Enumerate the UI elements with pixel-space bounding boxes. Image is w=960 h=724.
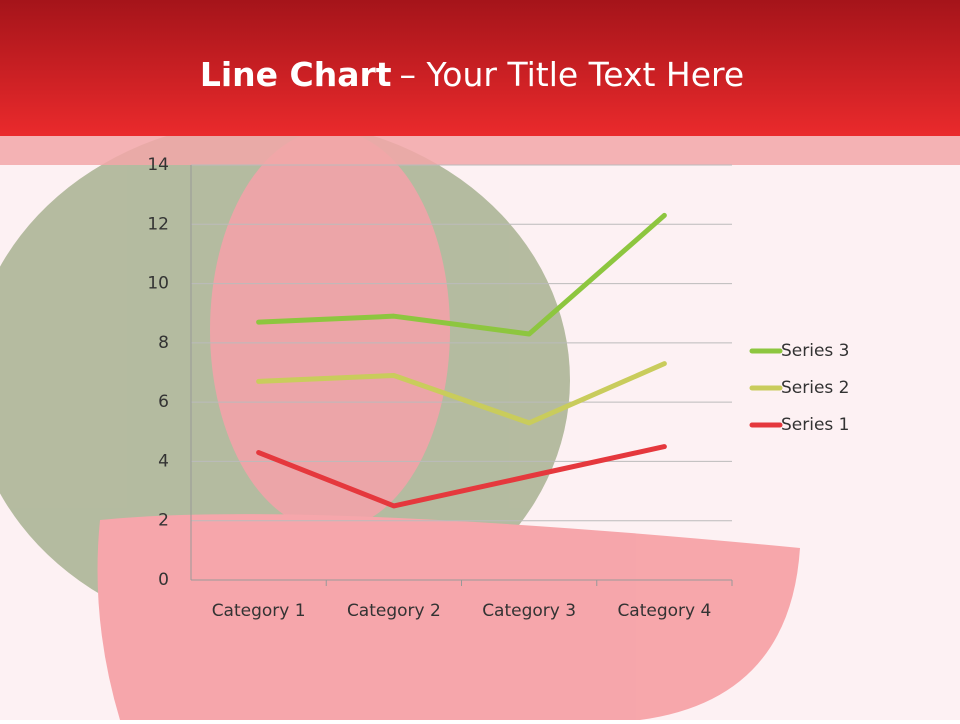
legend-label: Series 2 — [781, 378, 850, 398]
y-tick-label: 0 — [158, 570, 169, 590]
x-tick-label: Category 3 — [482, 601, 576, 621]
x-tick-label: Category 4 — [617, 601, 711, 621]
legend-label: Series 3 — [781, 341, 850, 361]
y-tick-label: 8 — [158, 333, 169, 353]
series-line — [256, 212, 667, 337]
y-tick-label: 14 — [147, 155, 169, 175]
series-line — [256, 444, 667, 509]
slide-title: Line Chart – Your Title Text Here — [200, 55, 744, 94]
x-tick-label: Category 2 — [347, 601, 441, 621]
title-rest: – Your Title Text Here — [400, 55, 745, 94]
series-line — [256, 361, 667, 426]
header-bar — [0, 0, 960, 136]
legend-label: Series 1 — [781, 415, 850, 435]
title-bold: Line Chart — [200, 55, 392, 94]
y-tick-label: 6 — [158, 392, 169, 412]
y-tick-label: 10 — [147, 274, 169, 294]
y-tick-label: 4 — [158, 451, 169, 471]
y-tick-label: 12 — [147, 214, 169, 234]
header-band — [0, 136, 960, 165]
x-tick-label: Category 1 — [212, 601, 306, 621]
y-tick-label: 2 — [158, 511, 169, 531]
